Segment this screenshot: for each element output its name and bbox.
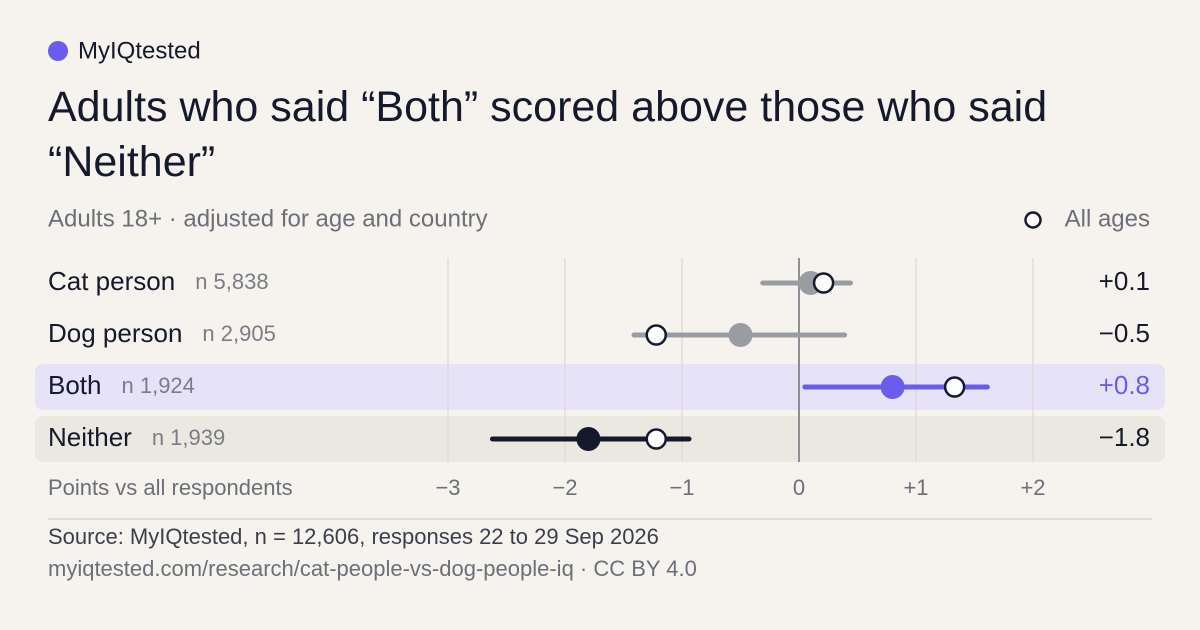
x-tick-label: +1 xyxy=(903,475,928,500)
all-ages-dot xyxy=(812,272,835,294)
all-ages-dot xyxy=(645,428,668,450)
row-name: Dog person xyxy=(48,318,182,348)
marks xyxy=(489,271,990,451)
x-tick-label: −2 xyxy=(552,475,577,500)
row-n: n 1,924 xyxy=(122,373,195,398)
chart-title: Adults who said “Both” scored above thos… xyxy=(48,83,1048,186)
x-axis-label: Points vs all respondents xyxy=(48,475,293,500)
legend-label: All ages xyxy=(1065,205,1150,232)
adjusted-dot xyxy=(576,427,601,451)
x-tick-label: −1 xyxy=(669,475,694,500)
adjusted-dot xyxy=(728,323,753,347)
subtitle: Adults 18+ · adjusted for age and countr… xyxy=(48,205,488,232)
url: myiqtested.com/research/cat-people-vs-do… xyxy=(48,556,697,581)
adjusted-dot xyxy=(880,375,905,399)
value-label: +0.1 xyxy=(1099,266,1150,296)
row-label: Cat person n 5,838 xyxy=(48,266,269,296)
value-label: +0.8 xyxy=(1099,370,1150,400)
row-n: n 5,838 xyxy=(195,269,268,294)
value-label: −0.5 xyxy=(1099,318,1150,348)
row-highlight xyxy=(35,364,1165,410)
legend-marker xyxy=(1024,211,1042,229)
source: Source: MyIQtested, n = 12,606, response… xyxy=(48,524,659,549)
row-name: Cat person xyxy=(48,266,175,296)
brand: MyIQtested xyxy=(78,37,201,64)
row-name: Both xyxy=(48,370,102,400)
all-ages-dot xyxy=(943,376,966,398)
row-label: Neither n 1,939 xyxy=(48,422,225,452)
row-label: Both n 1,924 xyxy=(48,370,195,400)
x-tick-label: +2 xyxy=(1020,475,1045,500)
row-n: n 2,905 xyxy=(202,321,275,346)
row-n: n 1,939 xyxy=(152,425,225,450)
row-label: Dog person n 2,905 xyxy=(48,318,276,348)
brand-dot xyxy=(48,41,68,61)
x-tick-label: 0 xyxy=(793,475,805,500)
x-tick-label: −3 xyxy=(435,475,460,500)
value-label: −1.8 xyxy=(1099,422,1150,452)
grid xyxy=(447,258,1034,462)
all-ages-dot xyxy=(645,324,668,346)
row-name: Neither xyxy=(48,422,132,452)
